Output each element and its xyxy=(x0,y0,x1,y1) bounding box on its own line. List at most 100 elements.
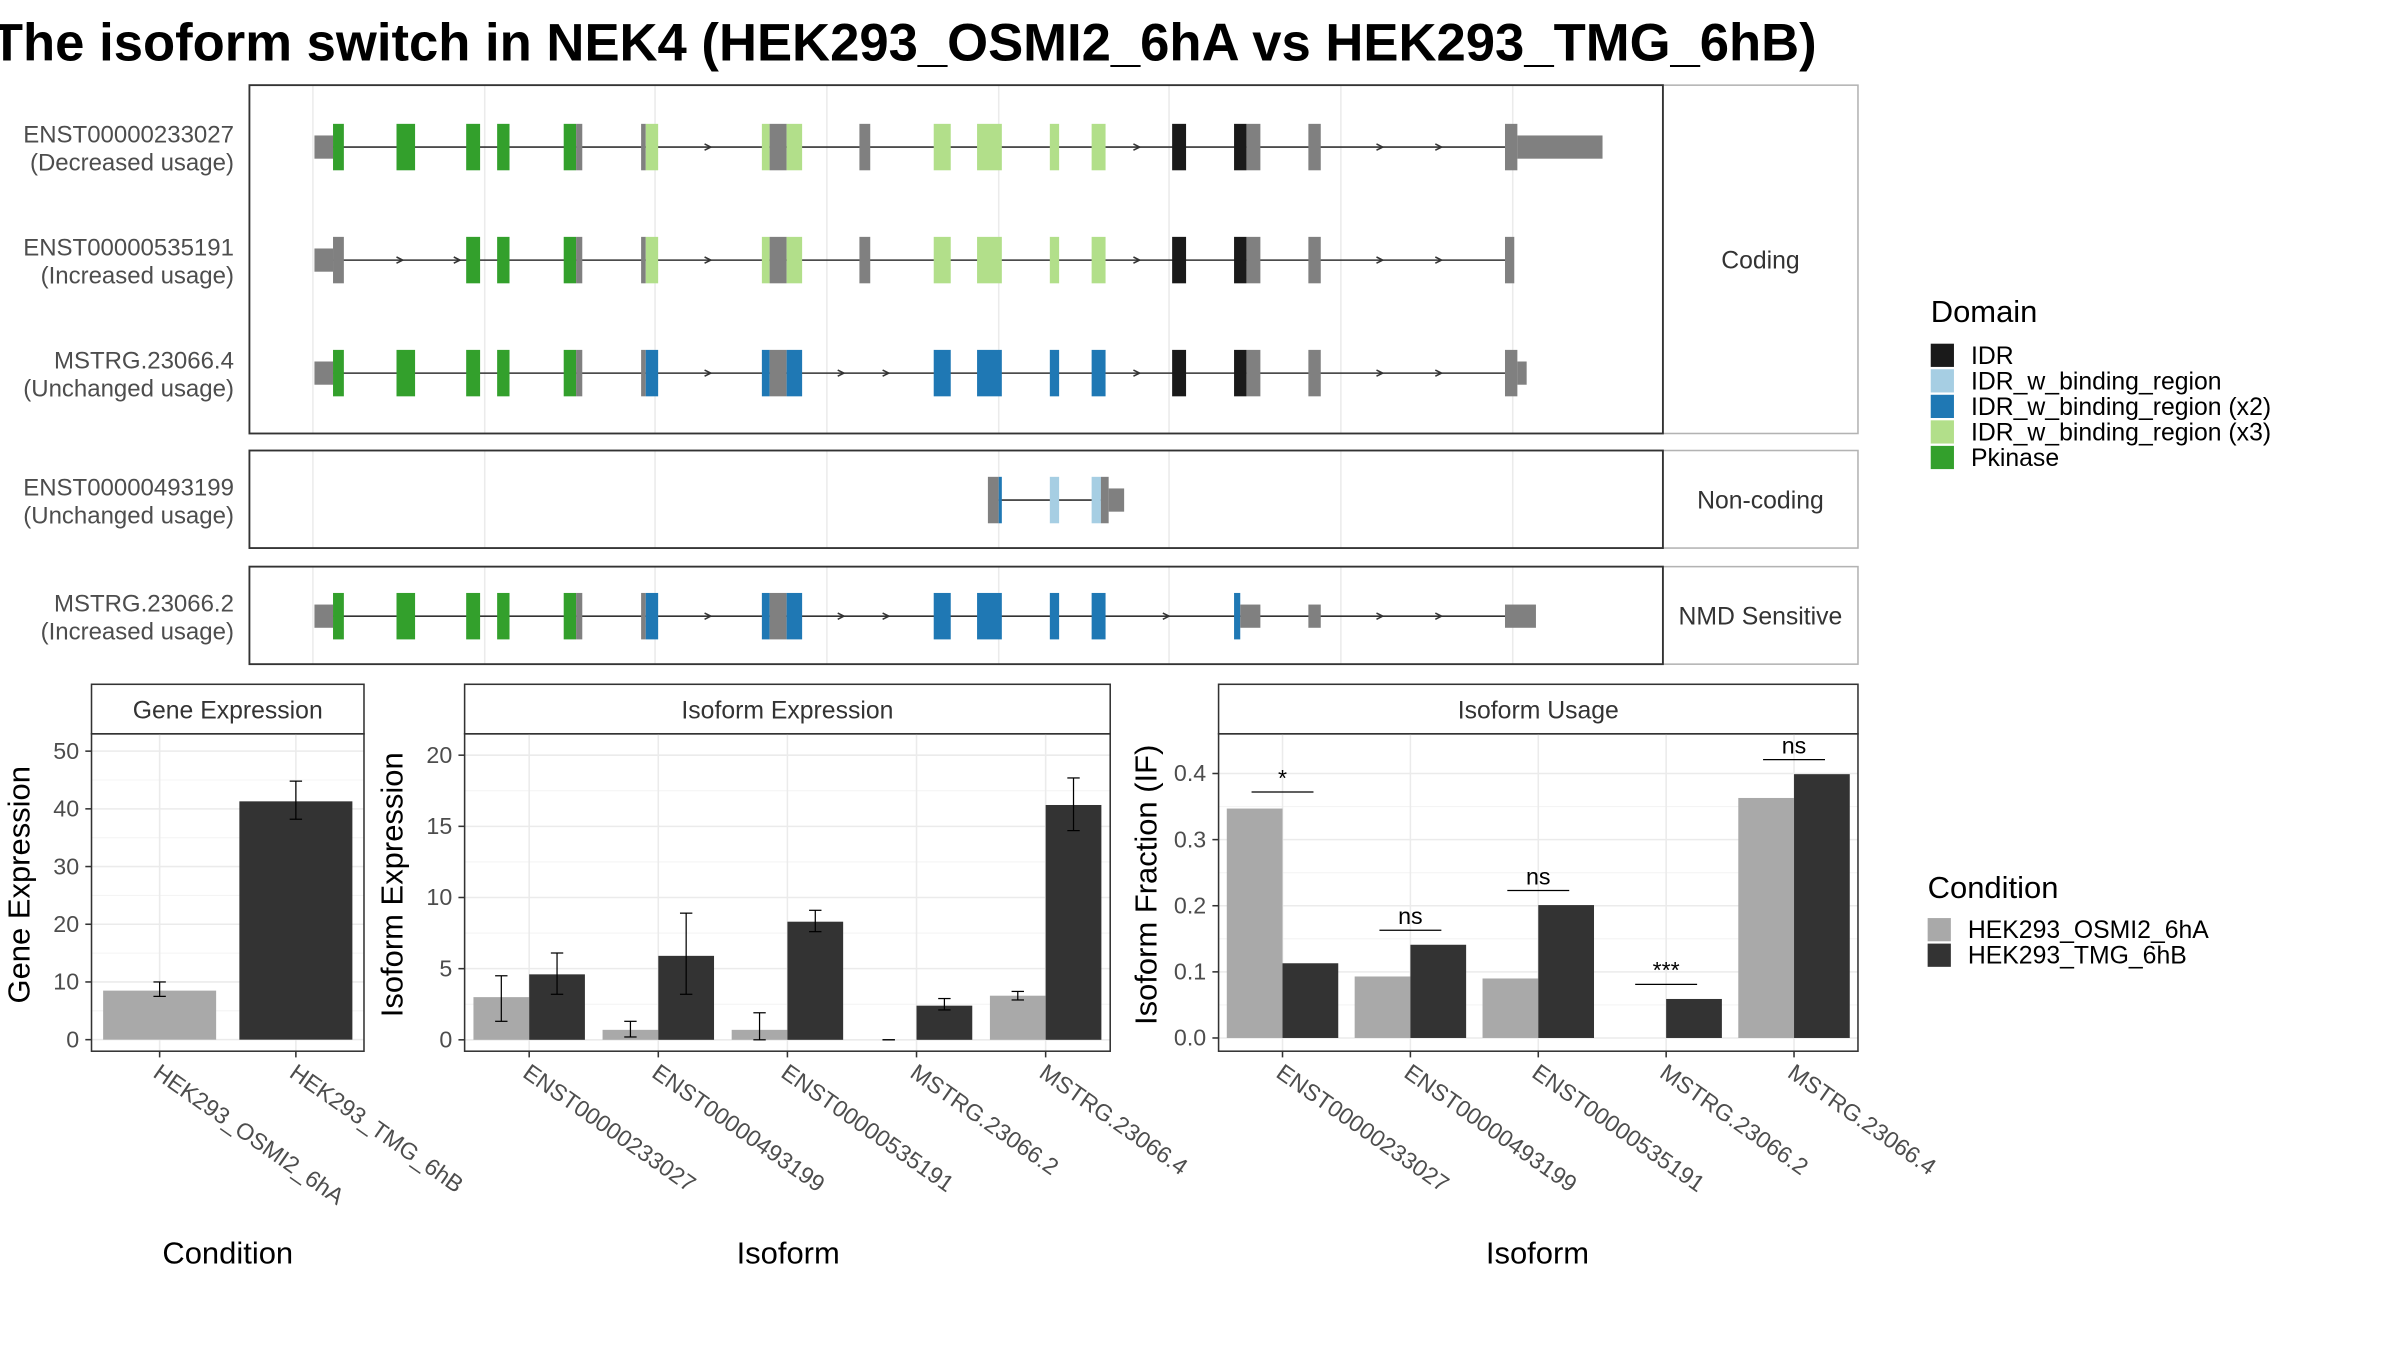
intron-arrow xyxy=(1376,369,1385,377)
exon-none xyxy=(576,592,583,640)
exon-pkinase xyxy=(333,123,344,171)
bar-hek293-tmg-6hb xyxy=(1666,998,1722,1038)
y-tick-label: 0.3 xyxy=(1174,826,1206,852)
domain-legend: DomainIDRIDR_w_binding_regionIDR_w_bindi… xyxy=(1930,294,2271,472)
y-tick-label: 0.0 xyxy=(1174,1025,1206,1051)
facet-strip xyxy=(1662,84,1859,435)
exon-idr-w-binding-region-x2 xyxy=(977,592,1002,640)
intron-arrow xyxy=(1434,143,1444,151)
exon-idr-w-binding-region-x3 xyxy=(977,123,1002,171)
exon-idr-w-binding-region-x2 xyxy=(645,592,659,640)
exon-idr-w-binding-region-x2 xyxy=(786,349,803,397)
exon-none xyxy=(314,361,334,385)
exon-none xyxy=(1100,476,1109,524)
structure-panel-border xyxy=(248,84,1664,435)
exon-idr-w-binding-region-x3 xyxy=(1091,236,1106,284)
exon-pkinase xyxy=(497,236,510,284)
transcript-usage: (Decreased usage) xyxy=(30,149,234,176)
bar-hek293-tmg-6hb xyxy=(1538,905,1595,1038)
transcript-name: ENST00000535191 xyxy=(23,234,234,261)
exon-pkinase xyxy=(497,349,510,397)
exon-idr-w-binding-region-x2 xyxy=(998,476,1002,524)
intron-arrow xyxy=(1133,369,1142,377)
bar-hek293-osmi2-6ha xyxy=(1226,808,1283,1038)
intron-arrow xyxy=(1133,143,1142,151)
exon-none xyxy=(769,236,787,284)
exon-none xyxy=(333,236,344,284)
transcript-name: MSTRG.23066.4 xyxy=(54,347,234,374)
y-tick-label: 0.1 xyxy=(1174,959,1206,985)
exon-pkinase xyxy=(466,349,481,397)
facet-strip xyxy=(463,683,1111,735)
structure-panel-border xyxy=(248,565,1664,666)
y-tick-label: 40 xyxy=(53,796,79,822)
bar-hek293-osmi2-6ha xyxy=(1482,978,1539,1038)
transcript-name: ENST00000233027 xyxy=(23,121,234,148)
exon-idr-w-binding-region-x2 xyxy=(786,592,803,640)
figure-title: The isoform switch in NEK4 (HEK293_OSMI2… xyxy=(0,13,1817,72)
transcript-usage: (Increased usage) xyxy=(41,618,234,645)
structure-panel-bg xyxy=(249,450,1663,549)
chart-title: Isoform Usage xyxy=(1458,697,1619,724)
exon-none xyxy=(1240,604,1261,628)
y-tick-label: 50 xyxy=(53,738,79,764)
exon-idr-w-binding-region-x3 xyxy=(761,236,770,284)
exon-none xyxy=(576,236,583,284)
bar-hek293-tmg-6hb xyxy=(239,801,353,1040)
exon-none xyxy=(769,123,787,171)
intron-arrow xyxy=(837,612,846,620)
exon-pkinase xyxy=(563,123,577,171)
x-axis-title: Isoform xyxy=(737,1235,840,1270)
exon-none xyxy=(1504,236,1515,284)
significance-label: * xyxy=(1278,765,1287,791)
exon-idr-w-binding-region-x3 xyxy=(1049,236,1060,284)
exon-idr-w-binding-region-x2 xyxy=(1091,349,1106,397)
exon-idr-w-binding-region-x2 xyxy=(977,349,1002,397)
exon-none xyxy=(641,123,646,171)
transcript-usage: (Unchanged usage) xyxy=(23,502,234,529)
exon-none xyxy=(1308,349,1321,397)
exon-idr-w-binding-region-x2 xyxy=(1091,592,1106,640)
exon-idr xyxy=(1234,236,1247,284)
exon-idr-w-binding-region-x3 xyxy=(786,236,803,284)
y-axis-title: Isoform Fraction (IF) xyxy=(1129,745,1164,1025)
exon-idr-w-binding-region-x3 xyxy=(786,123,803,171)
exon-none xyxy=(1504,604,1536,628)
facet-strip xyxy=(1217,683,1859,735)
exon-pkinase xyxy=(563,349,577,397)
significance-label: ns xyxy=(1526,863,1551,889)
exon-none xyxy=(1308,604,1321,628)
exon-pkinase xyxy=(563,592,577,640)
y-tick-label: 10 xyxy=(426,884,452,910)
intron-arrow xyxy=(704,143,713,151)
y-tick-label: 0 xyxy=(439,1027,452,1053)
exon-idr-w-binding-region-x2 xyxy=(933,349,951,397)
exon-idr-w-binding-region-x2 xyxy=(1049,592,1060,640)
exon-none xyxy=(314,135,334,159)
intron-arrow xyxy=(453,256,462,264)
facet-label: Non-coding xyxy=(1697,488,1824,515)
x-axis-title: Condition xyxy=(162,1235,293,1270)
facet-strip xyxy=(1662,565,1859,665)
exon-pkinase xyxy=(396,592,416,640)
exon-none xyxy=(987,476,999,524)
y-tick-label: 0.4 xyxy=(1174,760,1206,786)
intron-arrow xyxy=(882,369,891,377)
exon-idr xyxy=(1234,349,1247,397)
domain-legend-swatch xyxy=(1930,420,1954,444)
domain-legend-swatch xyxy=(1930,369,1954,393)
exon-idr-w-binding-region-x2 xyxy=(1049,349,1060,397)
intron-arrow xyxy=(704,256,713,264)
exon-idr-w-binding-region-x3 xyxy=(933,123,951,171)
y-tick-label: 0.2 xyxy=(1174,892,1206,918)
intron-arrow xyxy=(704,369,713,377)
y-tick-label: 5 xyxy=(439,955,452,981)
bar-hek293-tmg-6hb xyxy=(1045,804,1102,1040)
exon-none xyxy=(641,349,646,397)
transcript-usage: (Increased usage) xyxy=(41,262,234,289)
exon-none xyxy=(314,604,334,628)
significance-label: ns xyxy=(1398,903,1423,929)
